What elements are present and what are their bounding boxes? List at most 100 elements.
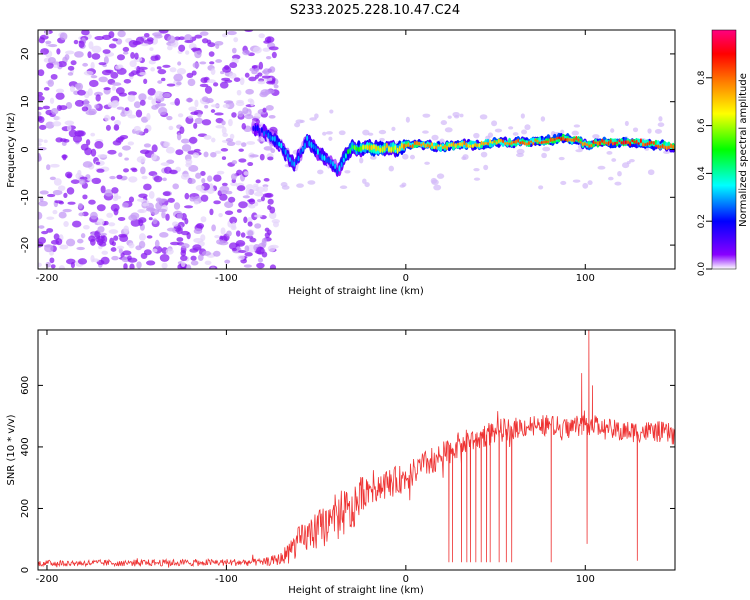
- noise-blob: [141, 175, 148, 180]
- noise-blob: [194, 34, 203, 39]
- ridge-cell: [519, 141, 522, 145]
- noise-blob: [222, 104, 230, 109]
- noise-blob: [117, 136, 125, 141]
- noise-blob: [362, 178, 367, 184]
- noise-blob: [248, 204, 256, 209]
- noise-blob: [154, 239, 160, 248]
- noise-blob: [80, 143, 89, 151]
- noise-blob: [151, 98, 157, 106]
- noise-blob: [203, 135, 212, 140]
- noise-blob: [181, 261, 186, 268]
- noise-blob: [165, 213, 170, 221]
- noise-blob: [473, 132, 480, 139]
- y-tick-label: 20: [20, 48, 31, 61]
- noise-blob: [127, 91, 137, 96]
- noise-blob: [220, 227, 226, 235]
- noise-blob: [267, 245, 276, 252]
- noise-blob: [199, 83, 209, 88]
- noise-blob: [263, 177, 270, 182]
- ridge-cell: [443, 144, 446, 149]
- noise-blob: [50, 264, 56, 269]
- noise-blob: [175, 81, 182, 86]
- noise-blob: [247, 188, 255, 195]
- noise-blob: [172, 183, 180, 190]
- ridge-cell: [280, 142, 283, 149]
- snr-series-line: [38, 330, 675, 568]
- ridge-cell: [515, 139, 518, 144]
- noise-blob: [169, 67, 177, 73]
- ridge-cell: [657, 144, 660, 149]
- noise-blob: [215, 125, 225, 129]
- noise-blob: [177, 113, 184, 118]
- ridge-cell: [558, 136, 561, 140]
- noise-blob: [307, 180, 316, 185]
- noise-blob: [228, 72, 237, 79]
- noise-blob: [192, 152, 200, 159]
- noise-blob: [98, 76, 108, 83]
- noise-blob: [78, 179, 86, 185]
- noise-blob: [512, 132, 519, 136]
- noise-blob: [96, 218, 105, 226]
- noise-blob: [146, 37, 154, 42]
- ridge-cell: [439, 144, 442, 147]
- ridge-cell: [405, 144, 408, 148]
- noise-blob: [166, 83, 176, 87]
- x-tick-label: 100: [576, 273, 595, 284]
- ridge-cell: [532, 141, 535, 146]
- noise-blob: [38, 211, 43, 220]
- noise-blob: [658, 116, 663, 122]
- noise-blob: [109, 175, 116, 180]
- noise-blob: [255, 118, 260, 125]
- ridge-cell: [398, 145, 401, 152]
- noise-blob: [94, 35, 105, 41]
- y-tick-label: 0: [20, 567, 31, 573]
- noise-blob: [243, 216, 248, 224]
- noise-blob: [139, 99, 146, 106]
- noise-blob: [90, 61, 95, 70]
- ridge-cell: [534, 138, 537, 142]
- ridge-cell: [431, 142, 434, 147]
- ridge-cell: [372, 143, 375, 150]
- noise-blob: [226, 30, 237, 36]
- noise-blob: [516, 152, 524, 158]
- ridge-cell: [452, 141, 455, 147]
- ridge-cell: [445, 141, 449, 149]
- noise-blob: [163, 141, 171, 147]
- ridge-cell: [353, 144, 356, 151]
- noise-blob: [216, 239, 224, 245]
- y-tick-label: 400: [20, 437, 31, 456]
- noise-blob: [87, 51, 92, 59]
- noise-blob: [53, 178, 62, 186]
- noise-blob: [138, 209, 145, 213]
- noise-blob: [154, 90, 164, 99]
- colorbar-tick-label: 0.0: [697, 262, 707, 277]
- noise-blob: [233, 37, 239, 43]
- noise-blob: [264, 227, 270, 232]
- ridge-cell: [288, 157, 291, 162]
- noise-blob: [111, 241, 116, 247]
- ridge-cell: [334, 163, 337, 170]
- noise-blob: [111, 255, 119, 261]
- ridge-cell: [493, 140, 496, 143]
- noise-blob: [391, 126, 396, 131]
- ridge-cell: [560, 136, 563, 141]
- noise-blob: [542, 146, 551, 152]
- noise-blob: [402, 153, 409, 160]
- ridge-cell: [538, 136, 542, 143]
- noise-blob: [629, 158, 635, 163]
- noise-blob: [188, 136, 198, 144]
- ridge-cell: [665, 145, 668, 151]
- noise-blob: [190, 111, 199, 116]
- ridge-cell: [523, 141, 526, 146]
- y-tick-label: 10: [20, 95, 31, 108]
- noise-blob: [49, 176, 56, 181]
- noise-blob: [494, 128, 503, 133]
- noise-blob: [116, 245, 125, 250]
- noise-blob: [90, 211, 98, 220]
- noise-blob: [133, 101, 141, 109]
- noise-blob: [69, 85, 75, 93]
- ridge-cell: [672, 144, 675, 150]
- noise-blob: [151, 144, 158, 153]
- noise-blob: [185, 97, 194, 103]
